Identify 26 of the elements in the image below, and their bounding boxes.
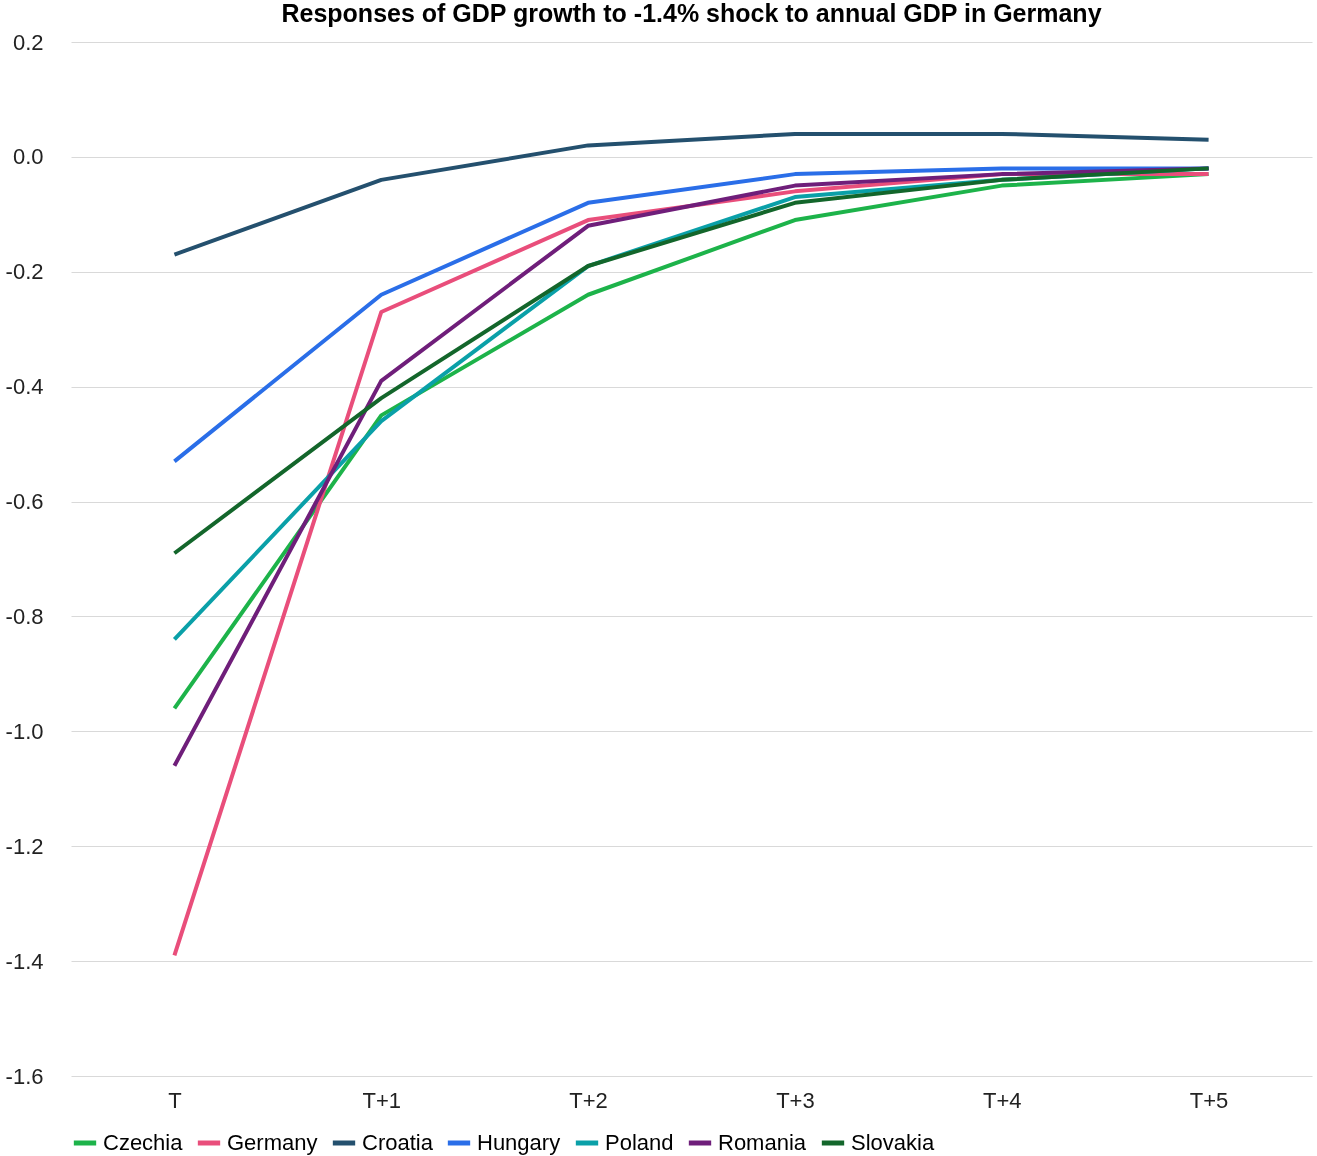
y-tick-label: -1.0: [5, 718, 44, 744]
line-series: [172, 131, 1211, 257]
legend-label: Romania: [718, 1130, 807, 1155]
legend-label: Czechia: [103, 1130, 184, 1155]
y-tick-label: -1.4: [5, 948, 44, 974]
x-tick-label: T+4: [982, 1087, 1022, 1113]
x-tick-label: T+5: [1189, 1087, 1229, 1113]
x-tick-label: T: [168, 1087, 182, 1113]
y-tick-label: 0.0: [12, 144, 44, 170]
legend-label: Germany: [227, 1130, 318, 1155]
y-tick-label: -0.2: [5, 259, 44, 285]
x-tick-label: T+1: [362, 1087, 402, 1113]
x-tick-label: T+2: [569, 1087, 608, 1113]
y-tick-label: -0.8: [5, 603, 44, 629]
y-tick-label: 0.2: [12, 29, 44, 55]
chart-title: Responses of GDP growth to -1.4% shock to annual GDP in Germany: [281, 0, 1102, 27]
x-tick-label: T+3: [776, 1087, 815, 1113]
line-series: [172, 166, 1211, 556]
y-tick-label: -0.6: [5, 489, 44, 515]
legend-label: Hungary: [477, 1130, 561, 1155]
legend-label: Croatia: [362, 1130, 434, 1155]
legend-label: Slovakia: [851, 1130, 935, 1155]
y-tick-label: -0.4: [5, 374, 44, 400]
legend-label: Poland: [605, 1130, 674, 1155]
y-tick-label: -1.2: [5, 833, 44, 859]
y-tick-label: -1.6: [5, 1063, 44, 1089]
